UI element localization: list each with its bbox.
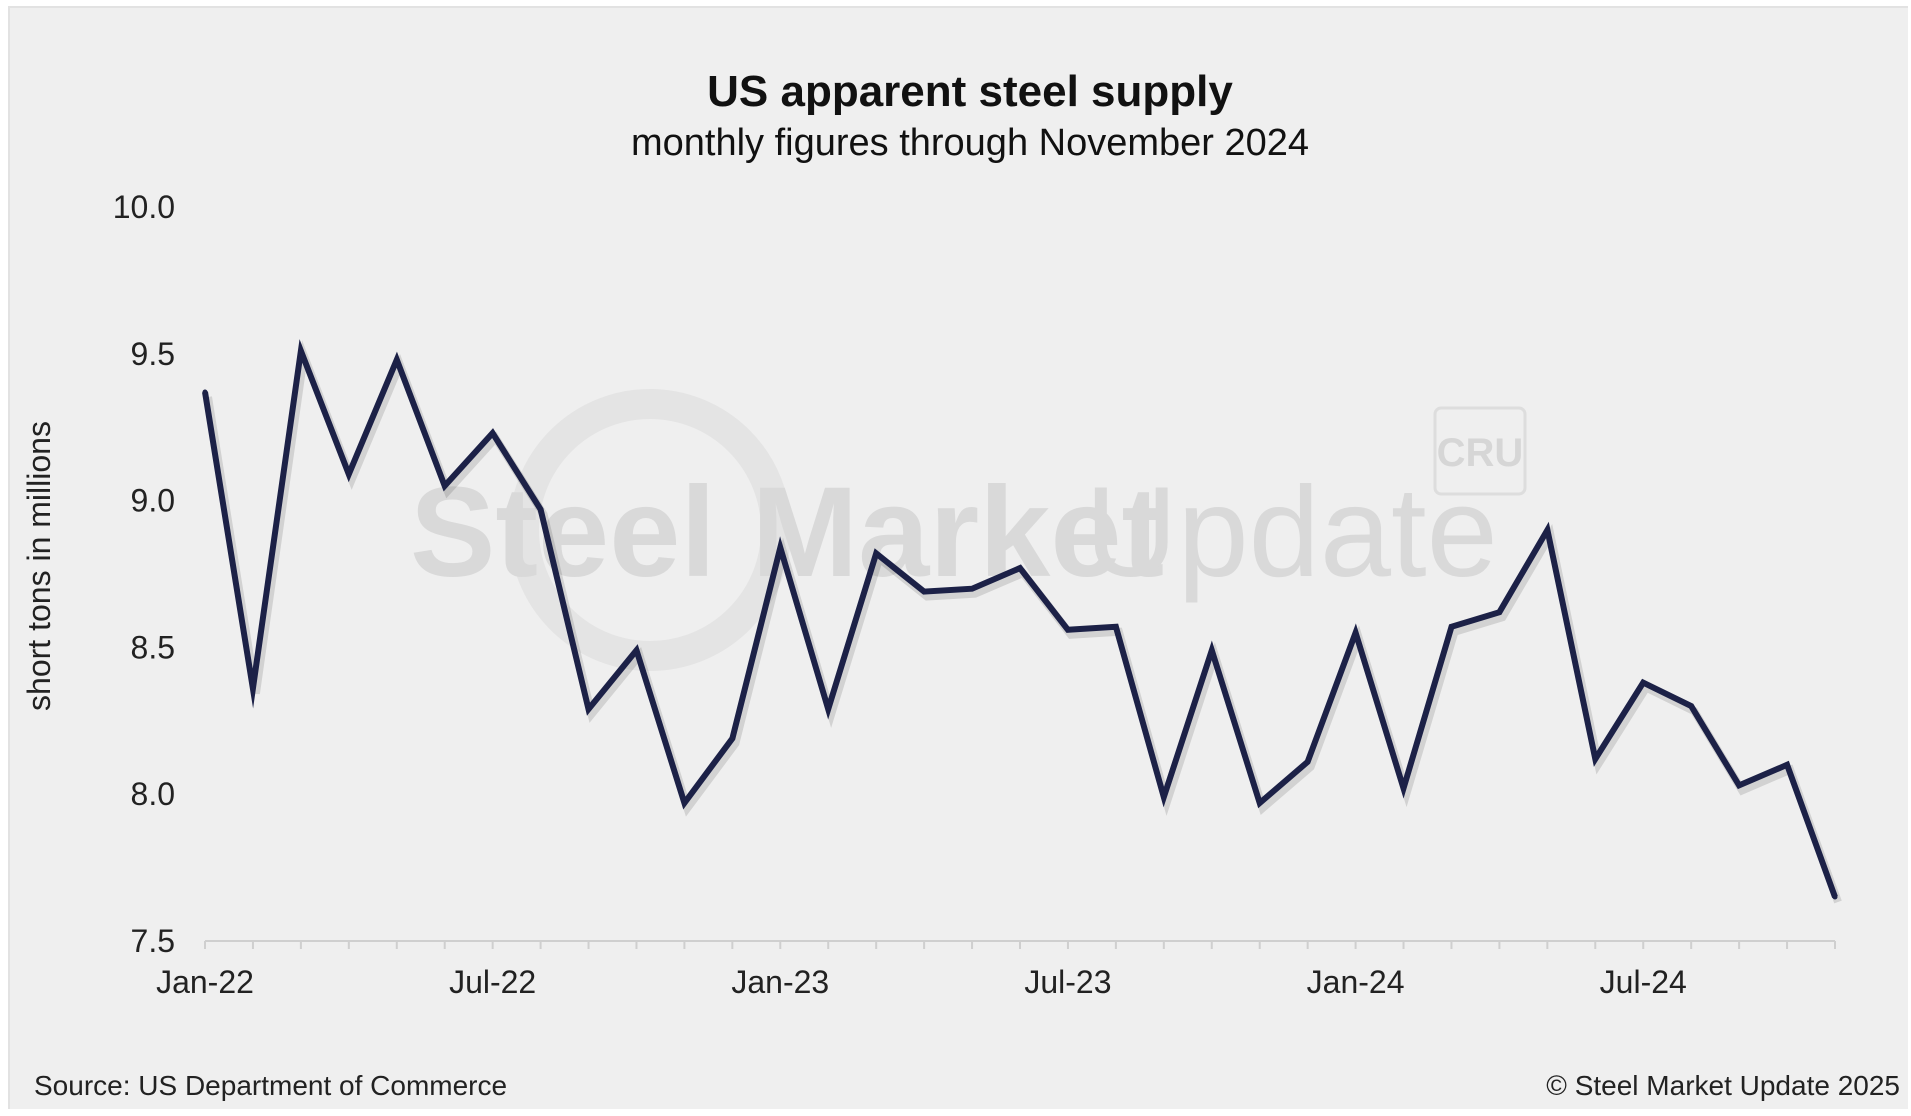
data-point xyxy=(1544,527,1550,533)
data-point xyxy=(1736,782,1742,788)
data-point xyxy=(202,389,208,395)
data-point xyxy=(490,430,496,436)
y-tick-label: 10.0 xyxy=(113,189,175,225)
y-axis-ticks: 10.0 9.5 9.0 8.5 8.0 7.5 xyxy=(113,189,175,959)
series-line xyxy=(202,339,1838,899)
data-point xyxy=(729,735,735,741)
chart-subtitle: monthly figures through November 2024 xyxy=(631,122,1309,164)
y-tick-label: 9.5 xyxy=(131,336,175,372)
y-tick-label: 9.0 xyxy=(131,483,175,519)
data-point xyxy=(681,800,687,806)
data-point xyxy=(1209,647,1215,653)
data-point xyxy=(394,357,400,363)
data-point xyxy=(1832,894,1838,900)
series-line-shadow xyxy=(204,340,1842,904)
data-point xyxy=(921,589,927,595)
x-tick-label: Jan-24 xyxy=(1307,964,1405,1000)
chart-title: US apparent steel supply xyxy=(707,67,1233,116)
watermark-badge-box xyxy=(1433,406,1527,496)
copyright-note: © Steel Market Update 2025 xyxy=(1546,1070,1900,1101)
y-tick-label: 8.0 xyxy=(131,776,175,812)
data-point xyxy=(825,706,831,712)
data-point xyxy=(777,545,783,551)
data-point xyxy=(346,471,352,477)
data-point xyxy=(873,550,879,556)
chart-frame: Steel Market Update CRU US apparent stee… xyxy=(8,6,1908,1109)
data-point xyxy=(1592,756,1598,762)
watermark-badge: CRU xyxy=(1437,431,1524,475)
data-point xyxy=(1688,703,1694,709)
watermark-ring xyxy=(509,389,791,671)
source-note: Source: US Department of Commerce xyxy=(34,1070,507,1101)
x-tick-label: Jan-22 xyxy=(156,964,254,1000)
data-point xyxy=(586,706,592,712)
x-tick-label: Jul-24 xyxy=(1600,964,1687,1000)
data-point xyxy=(250,686,256,692)
data-point xyxy=(1305,759,1311,765)
line-chart: Steel Market Update CRU US apparent stee… xyxy=(21,67,1900,1101)
data-point xyxy=(298,348,304,354)
data-point xyxy=(1401,785,1407,791)
data-point xyxy=(442,483,448,489)
y-tick-label: 7.5 xyxy=(131,923,175,959)
x-tick-label: Jul-22 xyxy=(449,964,536,1000)
series-group xyxy=(202,339,1842,904)
data-point xyxy=(1113,624,1119,630)
data-point xyxy=(969,586,975,592)
x-tick-label: Jul-23 xyxy=(1024,964,1111,1000)
data-point xyxy=(1640,680,1646,686)
watermark-brand-light: Update xyxy=(1085,461,1498,604)
x-axis: Jan-22 Jul-22 Jan-23 Jul-23 Jan-24 Jul-24 xyxy=(156,940,1836,1000)
data-point xyxy=(1496,609,1502,615)
data-point xyxy=(1353,630,1359,636)
data-point xyxy=(1784,762,1790,768)
data-point xyxy=(538,506,544,512)
x-tick-label: Jan-23 xyxy=(731,964,829,1000)
data-point xyxy=(633,647,639,653)
y-tick-label: 8.5 xyxy=(131,629,175,665)
data-point xyxy=(1065,627,1071,633)
data-point xyxy=(1017,565,1023,571)
data-point xyxy=(1257,800,1263,806)
data-point xyxy=(1161,794,1167,800)
watermark: Steel Market Update CRU xyxy=(410,389,1527,671)
y-axis-label: short tons in millions xyxy=(21,421,57,711)
data-point xyxy=(1448,624,1454,630)
